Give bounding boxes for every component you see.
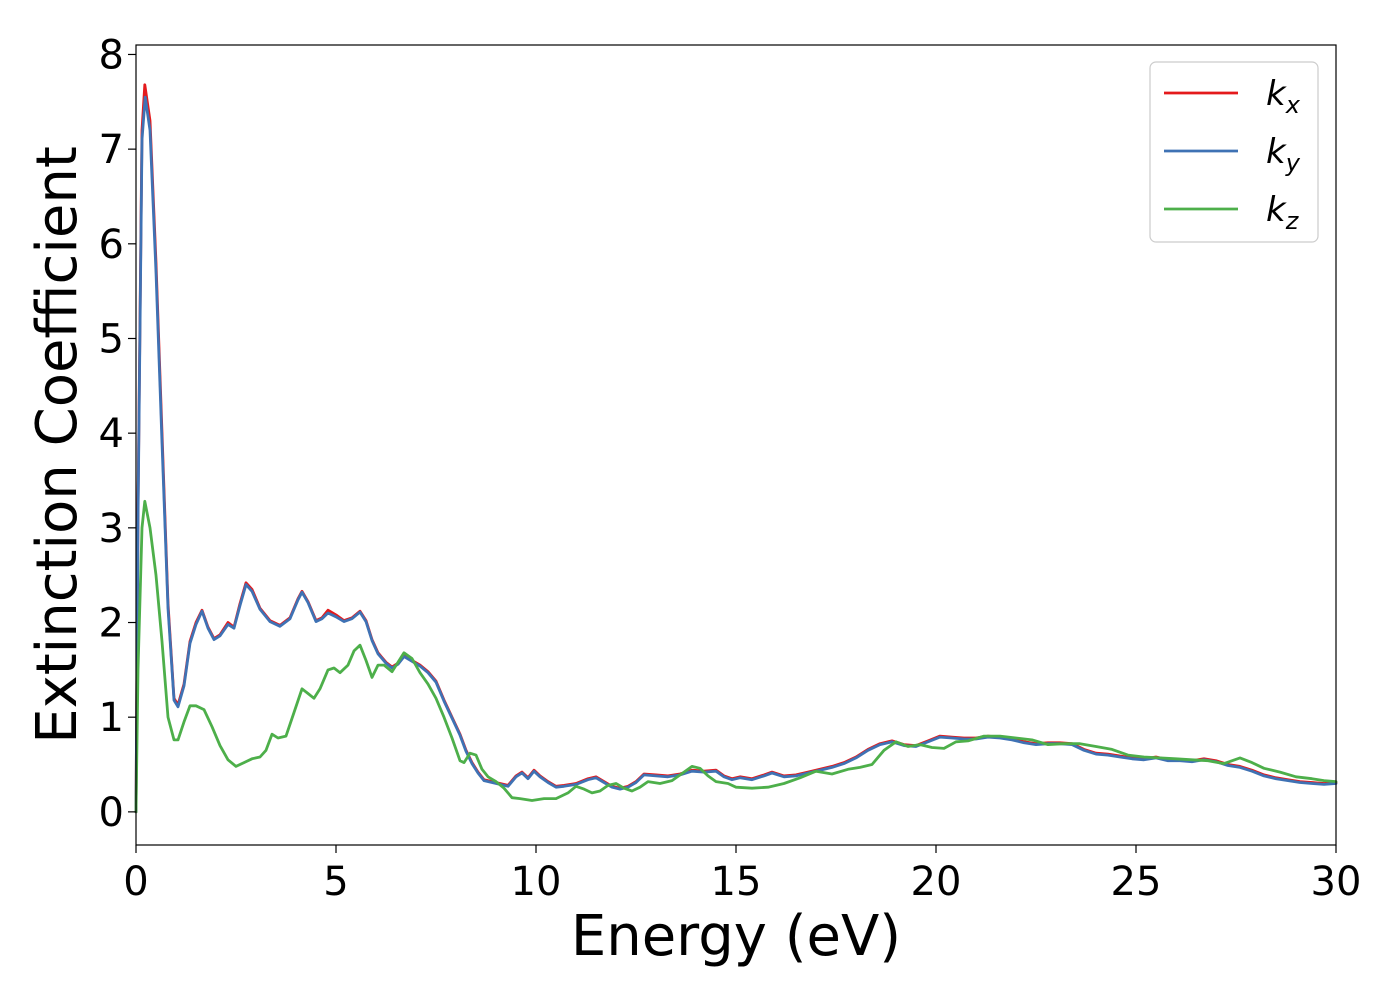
legend-label-y: ky	[1266, 132, 1301, 177]
x-tick-label: 30	[1311, 859, 1362, 905]
x-tick-label: 25	[1111, 859, 1162, 905]
legend-label-x: kx	[1266, 74, 1301, 119]
series-layer	[134, 83, 1338, 814]
x-tick-label: 10	[511, 859, 562, 905]
legend-label-z: kz	[1266, 190, 1300, 235]
y-tick-label: 5	[99, 316, 124, 362]
x-axis-title: Energy (eV)	[571, 904, 901, 969]
y-tick-label: 6	[99, 222, 124, 268]
x-tick-label: 5	[323, 859, 348, 905]
y-tick-label: 8	[99, 32, 124, 78]
y-tick-label: 1	[99, 695, 124, 741]
ticks-layer: 0 5 10 15 20 25 30 0 1 2 3 4 5 6 7 8	[99, 32, 1362, 905]
y-tick-label: 0	[99, 790, 124, 836]
x-tick-label: 15	[711, 859, 762, 905]
y-axis-title: Extinction Coefficient	[25, 146, 90, 744]
x-tick-label: 0	[123, 859, 148, 905]
series-line-z	[134, 499, 1338, 814]
x-tick-label: 20	[911, 859, 962, 905]
y-tick-label: 2	[99, 601, 124, 647]
y-tick-label: 3	[99, 506, 124, 552]
legend: kx ky kz	[1149, 61, 1319, 243]
y-tick-label: 4	[99, 411, 124, 457]
y-tick-label: 7	[99, 127, 124, 173]
